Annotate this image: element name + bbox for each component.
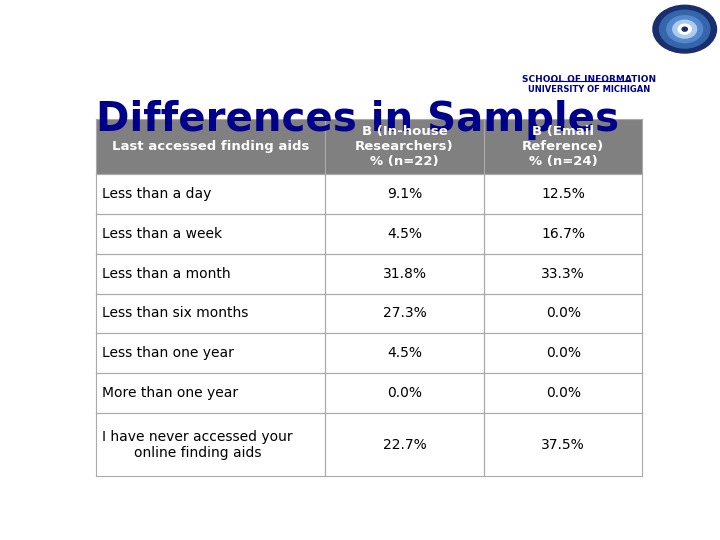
Text: 37.5%: 37.5% — [541, 437, 585, 451]
Bar — [325, 119, 484, 174]
Bar — [96, 294, 325, 333]
Bar — [96, 174, 325, 214]
Bar — [325, 333, 484, 373]
Bar — [484, 254, 642, 294]
Bar — [484, 333, 642, 373]
Bar — [325, 373, 484, 413]
Text: More than one year: More than one year — [102, 386, 238, 400]
Bar — [484, 413, 642, 476]
Text: 16.7%: 16.7% — [541, 227, 585, 241]
Text: Less than six months: Less than six months — [102, 306, 248, 320]
Circle shape — [667, 16, 703, 43]
Text: 0.0%: 0.0% — [387, 386, 422, 400]
Bar — [484, 174, 642, 214]
Circle shape — [660, 10, 710, 48]
Text: Less than a month: Less than a month — [102, 267, 231, 281]
Text: 0.0%: 0.0% — [546, 346, 580, 360]
Text: Less than one year: Less than one year — [102, 346, 234, 360]
Text: 27.3%: 27.3% — [382, 306, 426, 320]
Text: 4.5%: 4.5% — [387, 227, 422, 241]
Text: 0.0%: 0.0% — [546, 306, 580, 320]
Bar — [96, 254, 325, 294]
Bar — [325, 174, 484, 214]
Bar — [484, 294, 642, 333]
Bar — [484, 373, 642, 413]
Text: 4.5%: 4.5% — [387, 346, 422, 360]
Text: Last accessed finding aids: Last accessed finding aids — [112, 140, 309, 153]
Circle shape — [672, 20, 697, 38]
Circle shape — [682, 27, 688, 31]
Text: 33.3%: 33.3% — [541, 267, 585, 281]
Text: 22.7%: 22.7% — [382, 437, 426, 451]
Text: Less than a day: Less than a day — [102, 187, 212, 201]
Text: Differences in Samples: Differences in Samples — [96, 100, 619, 140]
Bar — [96, 373, 325, 413]
Bar — [325, 294, 484, 333]
Text: 9.1%: 9.1% — [387, 187, 422, 201]
Bar — [325, 254, 484, 294]
Text: SCHOOL OF INFORMATION: SCHOOL OF INFORMATION — [522, 75, 657, 84]
Text: UNIVERSITY OF MICHIGAN: UNIVERSITY OF MICHIGAN — [528, 85, 651, 94]
Text: B (In-house
Researchers)
% (n=22): B (In-house Researchers) % (n=22) — [355, 125, 454, 168]
Text: 31.8%: 31.8% — [382, 267, 426, 281]
Bar — [96, 214, 325, 254]
Bar — [325, 214, 484, 254]
Text: B (Email
Reference)
% (n=24): B (Email Reference) % (n=24) — [522, 125, 604, 168]
Circle shape — [653, 5, 716, 53]
Bar — [96, 333, 325, 373]
Bar — [325, 413, 484, 476]
Text: I have never accessed your
online finding aids: I have never accessed your online findin… — [102, 429, 293, 460]
Circle shape — [678, 24, 691, 34]
Text: 0.0%: 0.0% — [546, 386, 580, 400]
Bar — [96, 119, 325, 174]
Bar — [484, 119, 642, 174]
Text: Less than a week: Less than a week — [102, 227, 222, 241]
Bar — [96, 413, 325, 476]
Text: 12.5%: 12.5% — [541, 187, 585, 201]
Bar — [484, 214, 642, 254]
